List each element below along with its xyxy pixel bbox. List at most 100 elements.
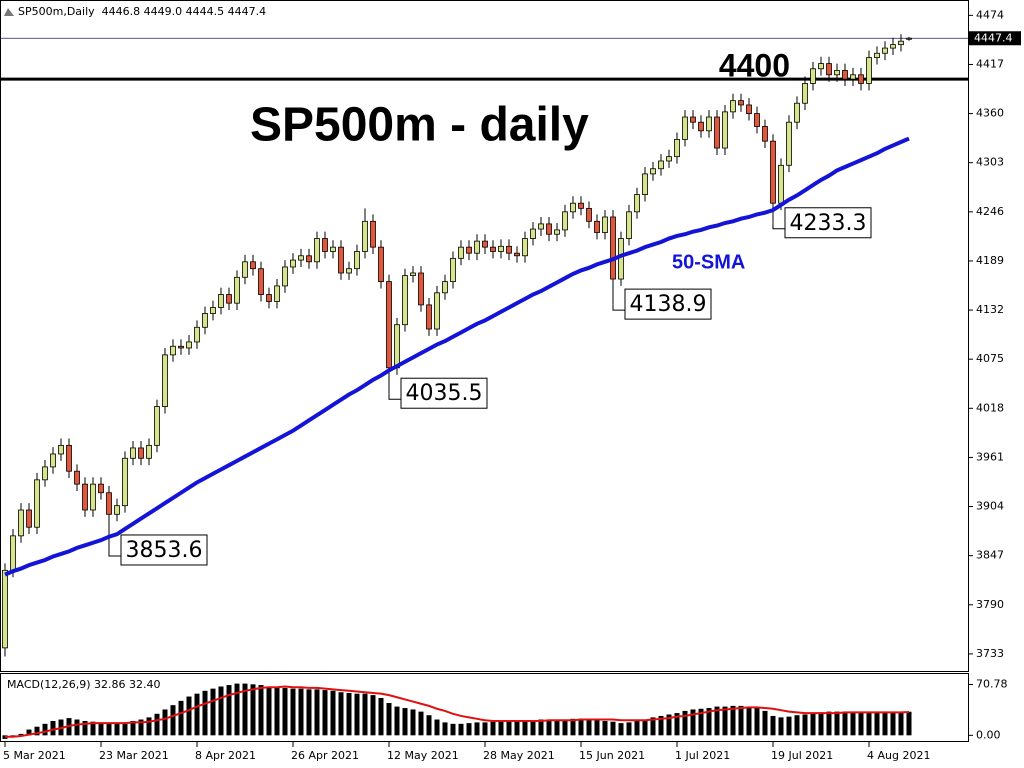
macd-bar <box>42 723 48 736</box>
candle-body <box>242 261 248 278</box>
candle-body <box>642 173 648 195</box>
macd-bar <box>450 723 456 736</box>
candle-body <box>546 223 552 235</box>
macd-bar <box>434 719 440 736</box>
chart-header: SP500m,Daily 4446.8 4449.0 4444.5 4447.4 <box>18 5 266 18</box>
candle-body <box>626 211 632 239</box>
candle-body <box>610 216 616 280</box>
candle-body <box>874 52 880 58</box>
annotation-pointer <box>388 393 401 400</box>
candle-body <box>258 268 264 295</box>
candle-body <box>658 160 664 170</box>
candle-body <box>306 255 312 263</box>
macd-bar <box>506 721 512 736</box>
macd-bar <box>330 690 336 736</box>
macd-bar <box>170 705 176 736</box>
macd-bar <box>802 714 808 736</box>
macd-bar <box>586 719 592 736</box>
candle-body <box>154 406 160 446</box>
candle-body <box>410 272 416 276</box>
candle-body <box>786 121 792 166</box>
macd-bar <box>290 688 296 736</box>
macd-bar <box>146 717 152 736</box>
macd-bar <box>746 706 752 736</box>
candle-body <box>618 238 624 280</box>
x-tick-label: 28 May 2021 <box>483 749 555 762</box>
candle-body <box>274 285 280 302</box>
annotation-label: 4035.5 <box>406 381 483 406</box>
macd-bar <box>362 693 368 736</box>
candle-body <box>674 139 680 158</box>
candle-body <box>202 313 208 328</box>
sma-label: 50-SMA <box>672 251 745 273</box>
annotation-label: 3853.6 <box>126 538 203 563</box>
candle-body <box>386 281 392 369</box>
macd-bar <box>114 723 120 736</box>
macd-bar <box>354 693 360 736</box>
macd-bar <box>90 721 96 736</box>
candle-body <box>698 121 704 132</box>
candle-body <box>634 194 640 213</box>
candle-body <box>194 326 200 343</box>
macd-bar <box>738 705 744 736</box>
macd-bar <box>154 713 160 736</box>
macd-bar <box>842 711 848 736</box>
candle-body <box>378 246 384 283</box>
candle-body <box>146 444 152 459</box>
candle-body <box>266 294 272 302</box>
macd-bar <box>698 708 704 736</box>
macd-bar <box>650 717 656 736</box>
candle-body <box>138 447 144 459</box>
candle-body <box>210 307 216 314</box>
candle-body <box>482 240 488 248</box>
candle-body <box>746 104 752 114</box>
macd-bar <box>82 720 88 736</box>
candle-body <box>418 272 424 306</box>
macd-bar <box>178 700 184 736</box>
macd-bar <box>490 721 496 736</box>
candle-body <box>530 228 536 239</box>
candle-body <box>82 483 88 511</box>
candle-body <box>650 168 656 175</box>
candle-body <box>602 216 608 233</box>
macd-bar <box>378 697 384 736</box>
chart-title: SP500m - daily <box>250 99 589 152</box>
candle-body <box>234 276 240 304</box>
macd-bar <box>258 685 264 736</box>
x-tick-label: 8 Apr 2021 <box>195 749 256 762</box>
x-tick-label: 12 May 2021 <box>387 749 459 762</box>
candle-body <box>762 126 768 142</box>
macd-bar <box>786 716 792 736</box>
macd-bar <box>386 703 392 736</box>
macd-bar <box>562 719 568 736</box>
macd-bar <box>250 684 256 736</box>
candle-body <box>730 100 736 113</box>
macd-bar <box>658 715 664 736</box>
macd-bar <box>546 719 552 736</box>
y-tick-label: 0.00 <box>976 728 1001 741</box>
candle-body <box>706 116 712 132</box>
candle-body <box>170 345 176 356</box>
macd-bar <box>138 719 144 736</box>
macd-bar <box>522 720 528 736</box>
macd-bar <box>882 711 888 736</box>
macd-bar <box>266 686 272 736</box>
candle-body <box>98 483 104 494</box>
candle-body <box>458 246 464 259</box>
candle-body <box>442 281 448 294</box>
candle-body <box>18 509 24 537</box>
macd-bar <box>482 722 488 736</box>
macd-bar <box>538 719 544 736</box>
annotation-label: 4138.9 <box>630 292 707 317</box>
macd-bar <box>602 720 608 736</box>
candle-body <box>10 535 16 571</box>
macd-bar <box>298 688 304 736</box>
candle-body <box>426 304 432 330</box>
candle-body <box>450 257 456 283</box>
macd-bar <box>282 687 288 736</box>
macd-bar <box>418 711 424 736</box>
candle-body <box>178 345 184 349</box>
macd-bar <box>530 720 536 736</box>
macd-bar <box>210 688 216 736</box>
